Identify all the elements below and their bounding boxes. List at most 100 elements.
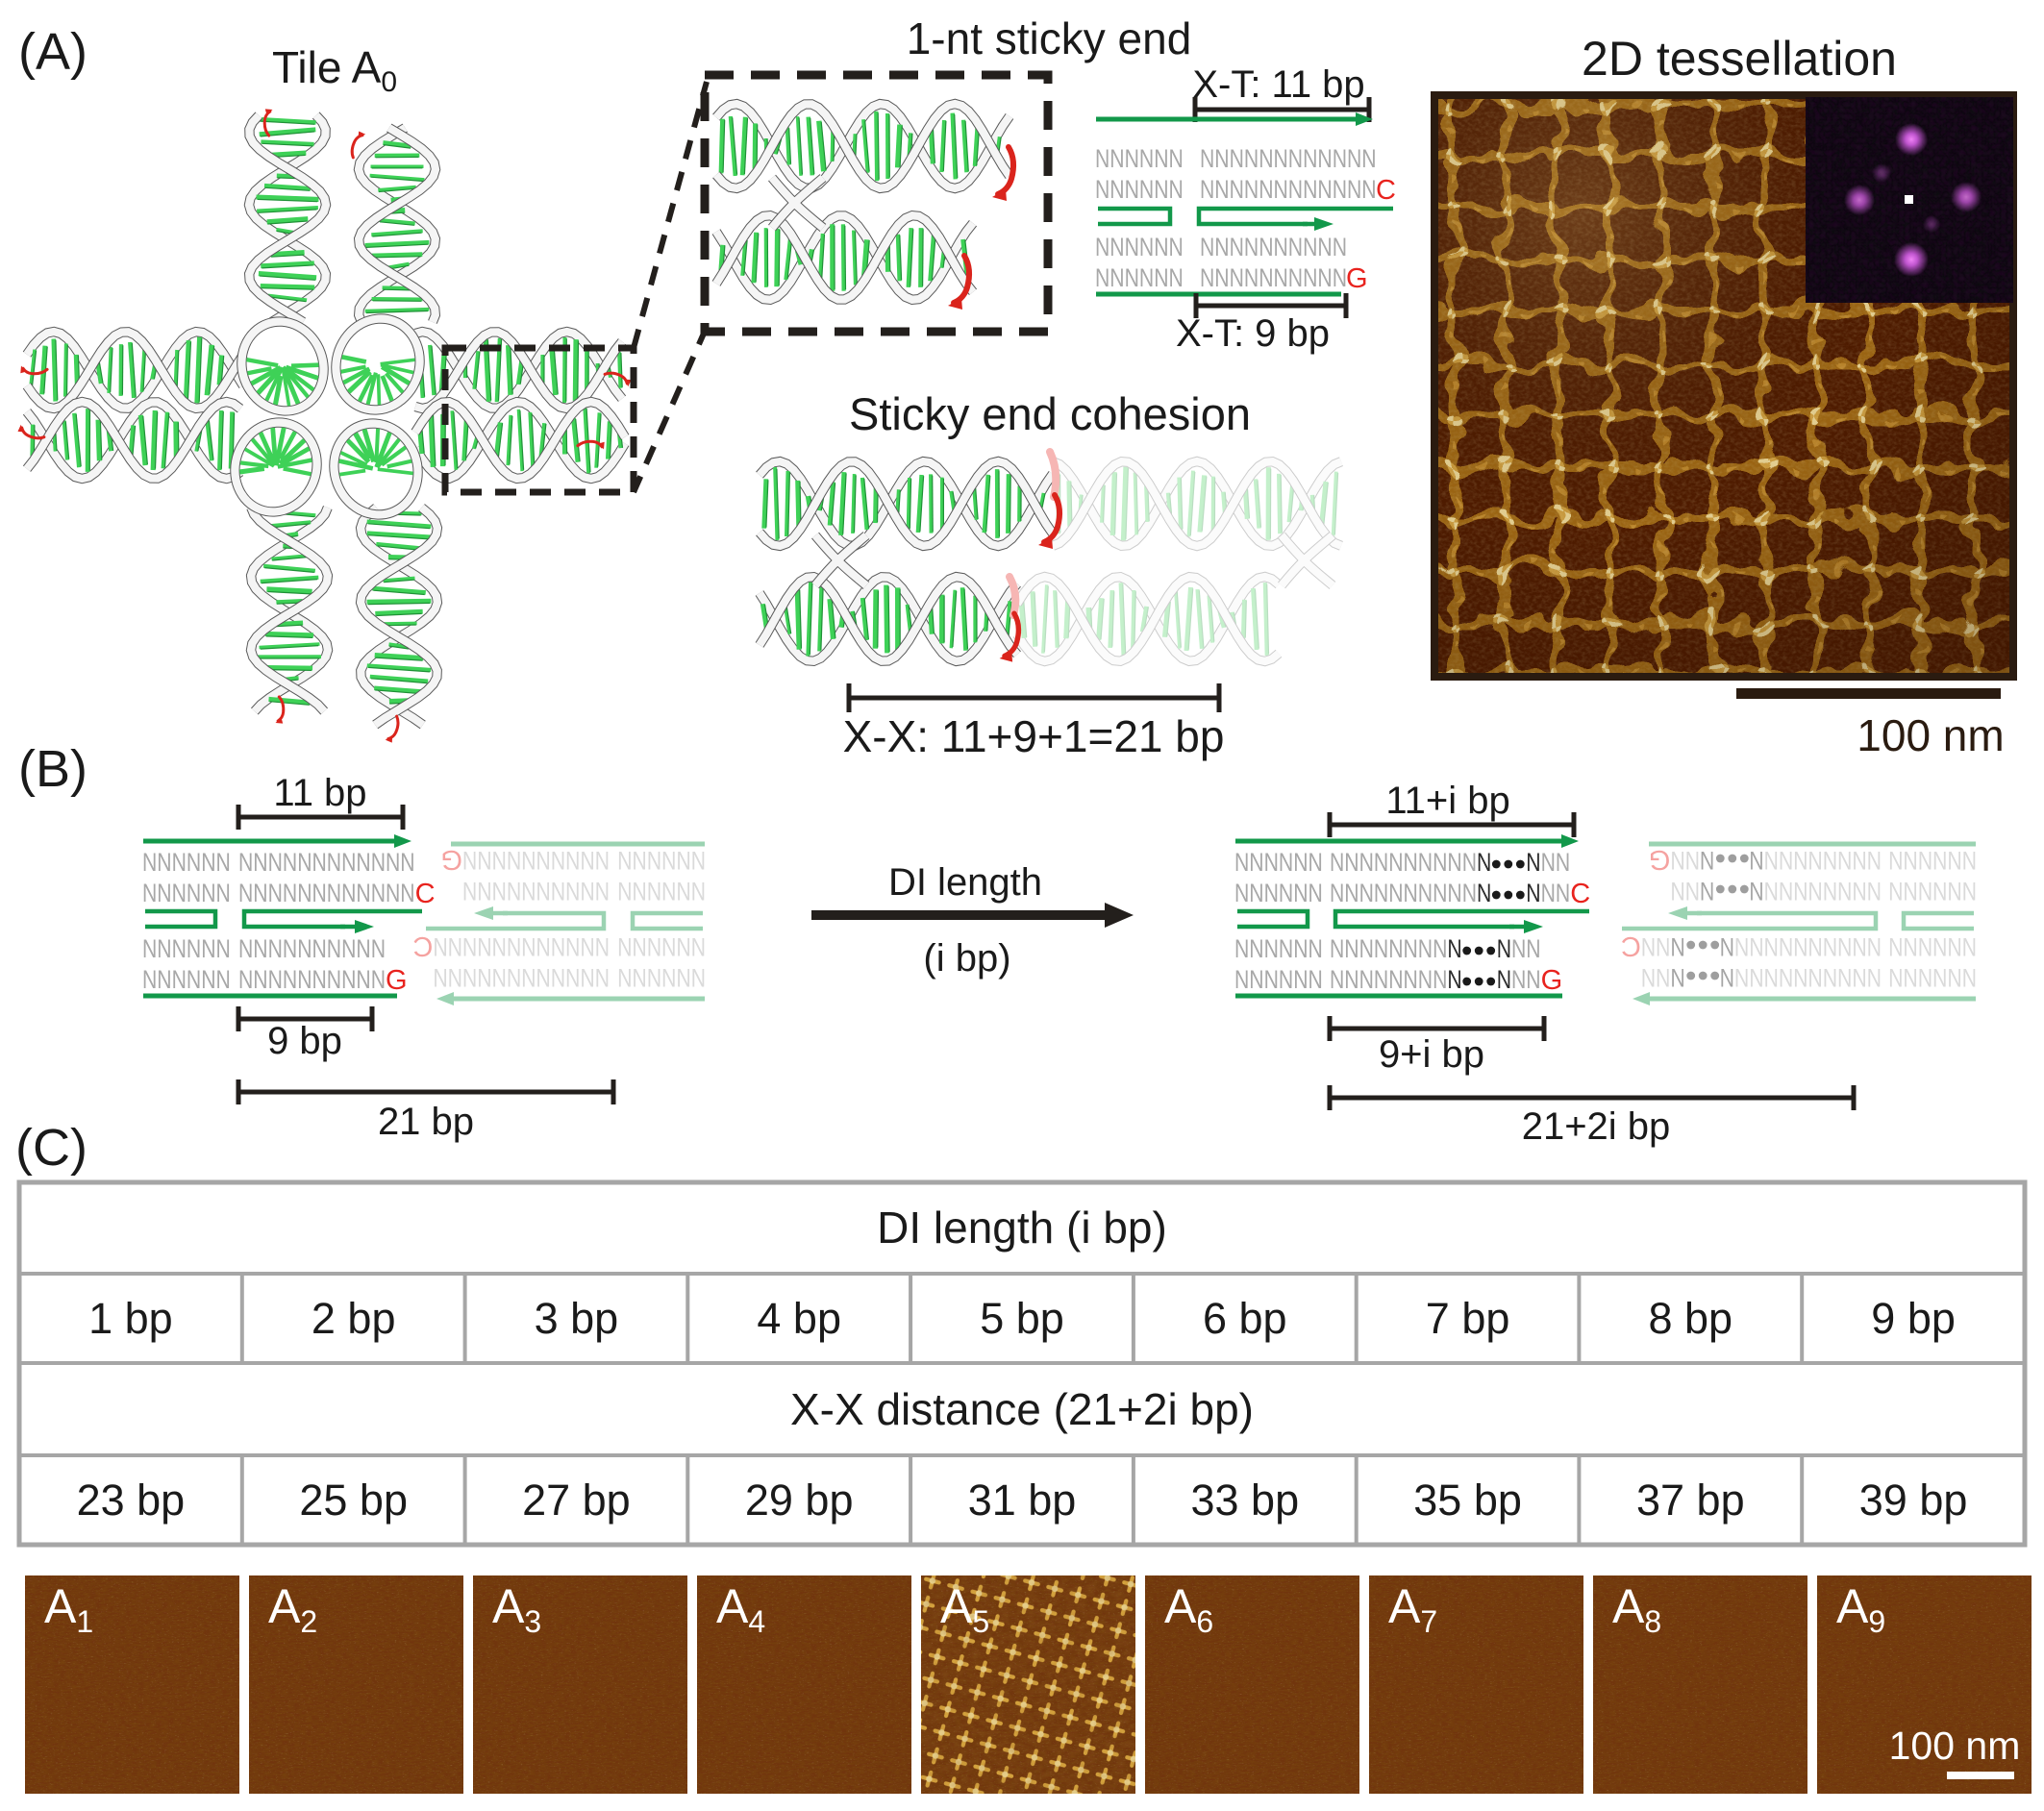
svg-text:NNNNNNNNNN: NNNNNNNNNN	[462, 846, 610, 875]
svg-text:NNNNNN: NNNNNN	[142, 848, 231, 877]
svg-text:NNNNNN: NNNNNN	[1888, 877, 1977, 906]
svg-text:C: C	[1570, 879, 1590, 909]
svg-text:NNNNNNNN: NNNNNNNN	[1330, 934, 1447, 963]
svg-text:4 bp: 4 bp	[757, 1294, 841, 1343]
svg-text:NNNNNNNN: NNNNNNNN	[1330, 965, 1447, 994]
svg-text:NNNNNN: NNNNNN	[1234, 879, 1323, 907]
svg-text:25 bp: 25 bp	[299, 1476, 408, 1525]
svg-text:NNNNNN: NNNNNN	[1095, 144, 1184, 173]
svg-text:N: N	[1447, 965, 1461, 994]
svg-text:100 nm: 100 nm	[1889, 1724, 2021, 1768]
svg-text:NNNNNNNNNNNN: NNNNNNNNNNNN	[433, 932, 610, 961]
svg-text:X-X: 11+9+1=21 bp: X-X: 11+9+1=21 bp	[843, 711, 1225, 761]
svg-text:NNNNNNNNNNNN: NNNNNNNNNNNN	[238, 848, 415, 877]
svg-text:11+i bp: 11+i bp	[1385, 780, 1509, 822]
svg-text:NNNNNN: NNNNNN	[1095, 175, 1184, 204]
svg-text:NNNNNNNNNN: NNNNNNNNNN	[462, 877, 610, 906]
svg-text:31 bp: 31 bp	[968, 1476, 1077, 1525]
svg-text:27 bp: 27 bp	[522, 1476, 631, 1525]
svg-text:NNNNNN: NNNNNN	[1888, 932, 1977, 961]
svg-text:(C): (C)	[15, 1119, 87, 1177]
svg-text:G: G	[386, 965, 408, 996]
svg-text:NN: NN	[1670, 877, 1700, 906]
svg-text:Tile A0: Tile A0	[272, 42, 397, 98]
svg-text:NNNNNNNNNN: NNNNNNNNNN	[1734, 963, 1882, 992]
svg-text:N: N	[1670, 963, 1684, 992]
svg-text:NNNNNN: NNNNNN	[1095, 233, 1184, 261]
svg-text:(A): (A)	[18, 23, 87, 81]
svg-text:NN: NN	[1541, 879, 1571, 907]
svg-text:29 bp: 29 bp	[745, 1476, 854, 1525]
svg-text:NNNNNNNNNN: NNNNNNNNNN	[1330, 879, 1477, 907]
svg-text:23 bp: 23 bp	[77, 1476, 186, 1525]
svg-text:9 bp: 9 bp	[1871, 1294, 1956, 1343]
svg-text:N: N	[1720, 963, 1734, 992]
svg-text:NNNNNN: NNNNNN	[1234, 848, 1323, 877]
svg-text:C: C	[1376, 175, 1396, 206]
svg-text:2 bp: 2 bp	[312, 1294, 396, 1343]
svg-text:N: N	[1477, 879, 1491, 907]
svg-text:(B): (B)	[18, 740, 87, 798]
svg-text:Sticky end cohesion: Sticky end cohesion	[849, 388, 1251, 439]
svg-text:C: C	[412, 930, 433, 961]
svg-text:DI length (i bp): DI length (i bp)	[877, 1203, 1167, 1253]
svg-text:11 bp: 11 bp	[273, 772, 366, 814]
svg-text:7 bp: 7 bp	[1426, 1294, 1510, 1343]
svg-text:NNNNNNNNNNNN: NNNNNNNNNNNN	[433, 963, 610, 992]
svg-text:N: N	[1720, 932, 1734, 961]
svg-text:(i bp): (i bp)	[923, 937, 1010, 980]
svg-text:9+i bp: 9+i bp	[1379, 1033, 1484, 1076]
svg-text:N: N	[1700, 877, 1714, 906]
svg-text:NNNNNN: NNNNNN	[617, 963, 706, 992]
svg-text:21+2i bp: 21+2i bp	[1522, 1105, 1671, 1148]
svg-text:N: N	[1526, 848, 1540, 877]
svg-text:NN: NN	[1511, 934, 1541, 963]
svg-text:9 bp: 9 bp	[267, 1020, 342, 1062]
svg-text:NNNNNN: NNNNNN	[1888, 963, 1977, 992]
svg-text:NNNNNNNN: NNNNNNNN	[1764, 846, 1882, 875]
svg-text:N: N	[1477, 848, 1491, 877]
svg-text:A2: A2	[268, 1579, 317, 1639]
svg-text:8 bp: 8 bp	[1649, 1294, 1733, 1343]
svg-text:1 bp: 1 bp	[88, 1294, 173, 1343]
svg-text:G: G	[1649, 844, 1671, 875]
svg-text:N: N	[1447, 934, 1461, 963]
svg-text:33 bp: 33 bp	[1190, 1476, 1299, 1525]
svg-text:X-X distance (21+2i bp): X-X distance (21+2i bp)	[790, 1384, 1254, 1434]
svg-text:NNNNNN: NNNNNN	[617, 877, 706, 906]
svg-text:NNNNNN: NNNNNN	[142, 879, 231, 907]
svg-text:35 bp: 35 bp	[1413, 1476, 1522, 1525]
svg-text:NNNNNN: NNNNNN	[142, 965, 231, 994]
svg-text:N: N	[1497, 965, 1511, 994]
svg-text:NNNNNN: NNNNNN	[1888, 846, 1977, 875]
svg-text:NNNNNNNNNN: NNNNNNNNNN	[1330, 848, 1477, 877]
svg-text:NNNNNNNNNNNN: NNNNNNNNNNNN	[1200, 144, 1377, 173]
svg-text:X-T: 11 bp: X-T: 11 bp	[1192, 63, 1364, 106]
svg-text:NNNNNNNNNN: NNNNNNNNNN	[238, 965, 386, 994]
svg-text:N: N	[1497, 934, 1511, 963]
svg-text:NN: NN	[1541, 848, 1571, 877]
svg-text:N: N	[1670, 932, 1684, 961]
svg-text:C: C	[415, 879, 436, 909]
svg-text:NNNNNNNNNN: NNNNNNNNNN	[1734, 932, 1882, 961]
svg-text:39 bp: 39 bp	[1859, 1476, 1968, 1525]
svg-text:NN: NN	[1511, 965, 1541, 994]
svg-text:37 bp: 37 bp	[1636, 1476, 1745, 1525]
svg-text:2D tessellation: 2D tessellation	[1582, 32, 1897, 86]
svg-text:NN: NN	[1641, 932, 1671, 961]
svg-text:NNNNNNNN: NNNNNNNN	[1764, 877, 1882, 906]
svg-text:DI length: DI length	[888, 861, 1042, 904]
svg-text:NNNNNNNNNN: NNNNNNNNNN	[238, 934, 386, 963]
svg-text:C: C	[1621, 930, 1641, 961]
svg-text:NNNNNN: NNNNNN	[617, 846, 706, 875]
svg-text:NNNNNNNNNN: NNNNNNNNNN	[1200, 263, 1347, 292]
svg-text:NNNNNN: NNNNNN	[1095, 263, 1184, 292]
svg-text:N: N	[1749, 846, 1763, 875]
svg-text:X-T: 9 bp: X-T: 9 bp	[1176, 312, 1330, 355]
svg-text:G: G	[1541, 965, 1563, 996]
svg-text:21 bp: 21 bp	[378, 1101, 474, 1143]
svg-text:100 nm: 100 nm	[1857, 710, 2004, 760]
svg-text:NNNNNN: NNNNNN	[617, 932, 706, 961]
svg-text:N: N	[1526, 879, 1540, 907]
svg-text:N: N	[1749, 877, 1763, 906]
